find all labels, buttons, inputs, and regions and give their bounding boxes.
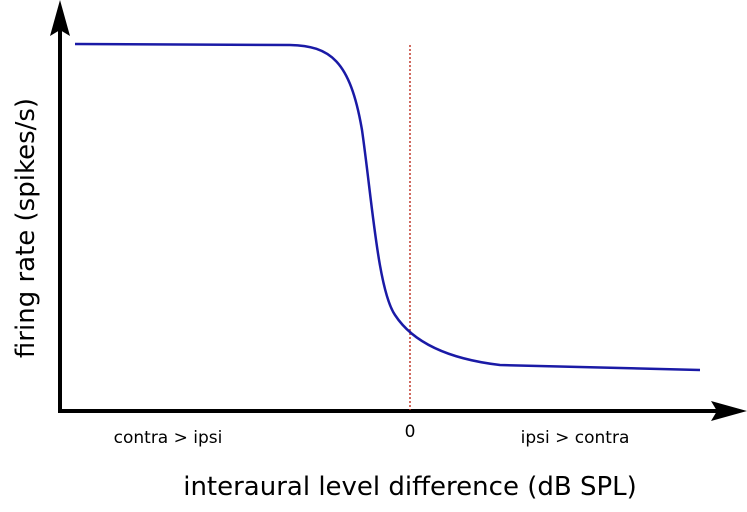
x-axis-label: interaural level difference (dB SPL) bbox=[183, 472, 637, 502]
right-annotation: ipsi > contra bbox=[521, 428, 630, 448]
y-axis-arrow bbox=[50, 0, 70, 36]
left-annotation: contra > ipsi bbox=[114, 428, 223, 448]
response-curve bbox=[74, 42, 701, 372]
x-axis-arrow bbox=[711, 401, 747, 421]
x-tick-label: 0 bbox=[405, 422, 416, 442]
y-axis-label: firing rate (spikes/s) bbox=[11, 98, 41, 358]
